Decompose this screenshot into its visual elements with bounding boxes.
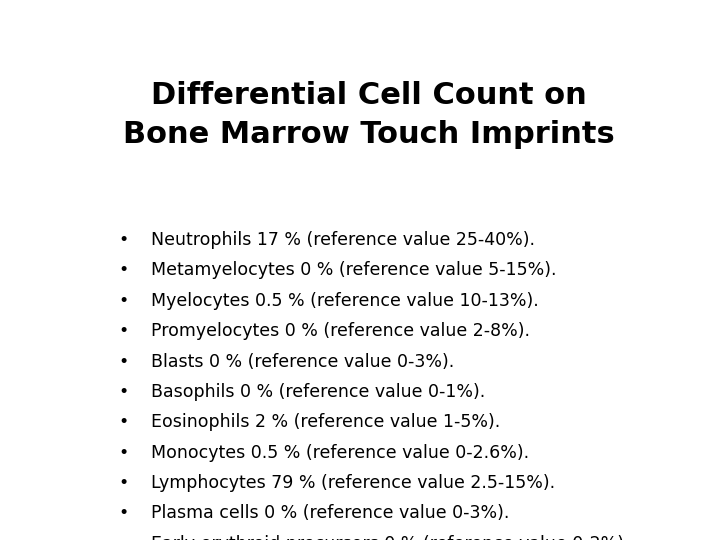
Text: •: • [118, 413, 129, 431]
Text: Neutrophils 17 % (reference value 25-40%).: Neutrophils 17 % (reference value 25-40%… [151, 231, 536, 249]
Text: •: • [118, 535, 129, 540]
Text: Plasma cells 0 % (reference value 0-3%).: Plasma cells 0 % (reference value 0-3%). [151, 504, 510, 522]
Text: Differential Cell Count on
Bone Marrow Touch Imprints: Differential Cell Count on Bone Marrow T… [123, 82, 615, 148]
Text: •: • [118, 504, 129, 522]
Text: •: • [118, 383, 129, 401]
Text: •: • [118, 292, 129, 310]
Text: •: • [118, 443, 129, 462]
Text: Metamyelocytes 0 % (reference value 5-15%).: Metamyelocytes 0 % (reference value 5-15… [151, 261, 557, 280]
Text: •: • [118, 322, 129, 340]
Text: Eosinophils 2 % (reference value 1-5%).: Eosinophils 2 % (reference value 1-5%). [151, 413, 500, 431]
Text: •: • [118, 474, 129, 492]
Text: Basophils 0 % (reference value 0-1%).: Basophils 0 % (reference value 0-1%). [151, 383, 485, 401]
Text: •: • [118, 353, 129, 370]
Text: •: • [118, 261, 129, 280]
Text: Early erythroid precursors 0 % (reference value 0-2%).: Early erythroid precursors 0 % (referenc… [151, 535, 630, 540]
Text: Promyelocytes 0 % (reference value 2-8%).: Promyelocytes 0 % (reference value 2-8%)… [151, 322, 531, 340]
Text: Monocytes 0.5 % (reference value 0-2.6%).: Monocytes 0.5 % (reference value 0-2.6%)… [151, 443, 529, 462]
Text: •: • [118, 231, 129, 249]
Text: Myelocytes 0.5 % (reference value 10-13%).: Myelocytes 0.5 % (reference value 10-13%… [151, 292, 539, 310]
Text: Lymphocytes 79 % (reference value 2.5-15%).: Lymphocytes 79 % (reference value 2.5-15… [151, 474, 556, 492]
Text: Blasts 0 % (reference value 0-3%).: Blasts 0 % (reference value 0-3%). [151, 353, 454, 370]
